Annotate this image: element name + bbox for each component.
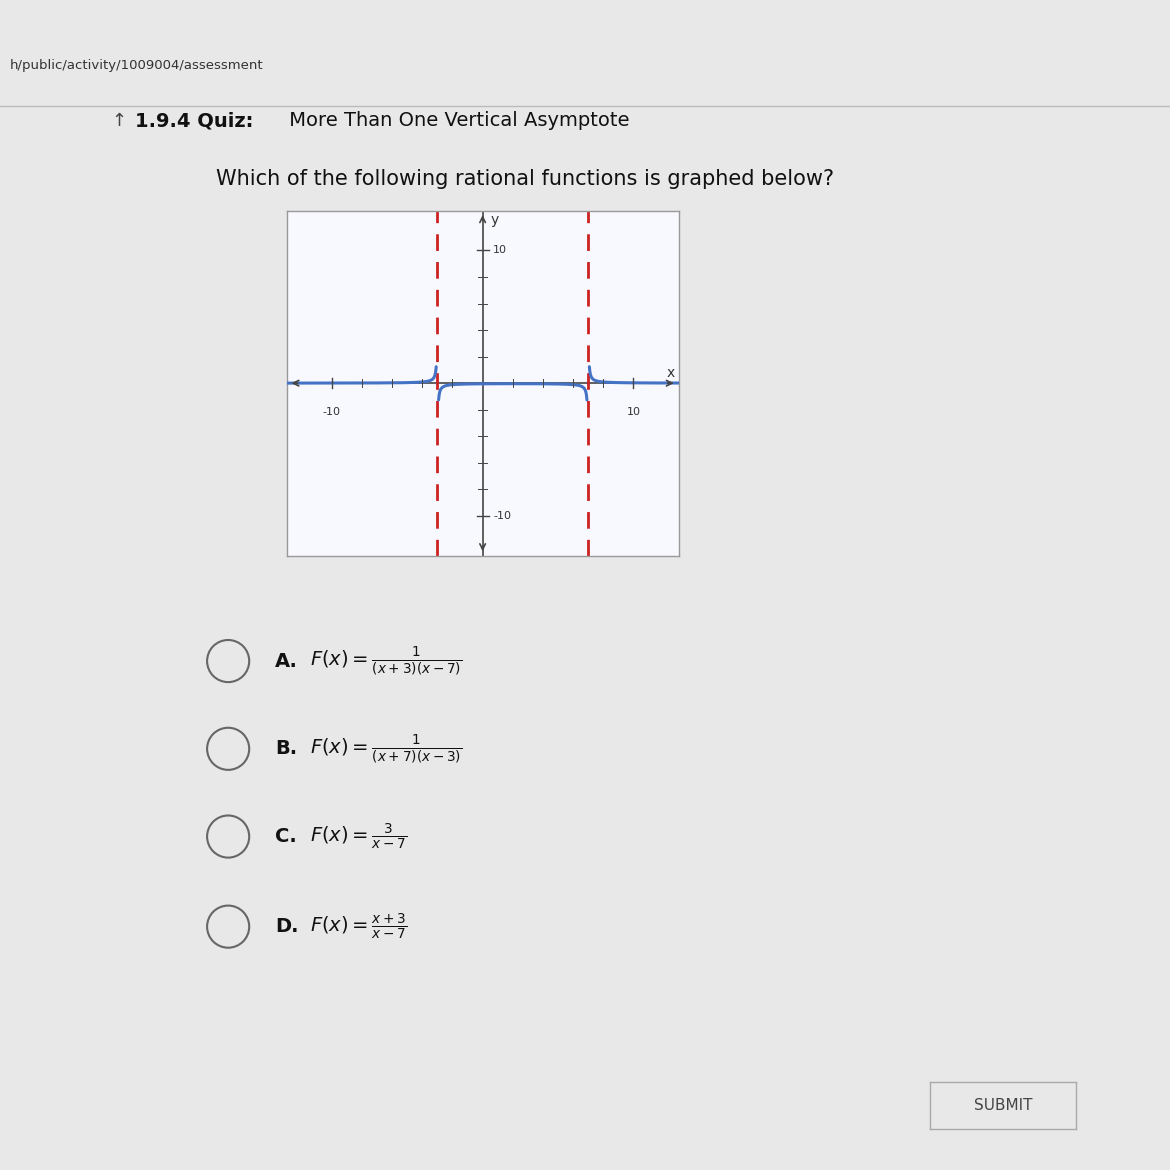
Text: SUBMIT: SUBMIT bbox=[975, 1099, 1033, 1113]
Text: C.: C. bbox=[275, 827, 297, 846]
Text: $F(x) = \frac{1}{(x+3)(x-7)}$: $F(x) = \frac{1}{(x+3)(x-7)}$ bbox=[310, 645, 462, 677]
Text: ↑: ↑ bbox=[111, 111, 126, 130]
Text: h/public/activity/1009004/assessment: h/public/activity/1009004/assessment bbox=[9, 58, 263, 73]
Text: $F(x) = \frac{3}{x-7}$: $F(x) = \frac{3}{x-7}$ bbox=[310, 821, 407, 852]
Text: 1.9.4 Quiz:: 1.9.4 Quiz: bbox=[135, 111, 253, 130]
Text: 10: 10 bbox=[494, 246, 507, 255]
Text: $F(x) = \frac{x+3}{x-7}$: $F(x) = \frac{x+3}{x-7}$ bbox=[310, 911, 407, 942]
Text: x: x bbox=[667, 365, 675, 379]
Text: More Than One Vertical Asymptote: More Than One Vertical Asymptote bbox=[283, 111, 629, 130]
Text: -10: -10 bbox=[494, 511, 511, 521]
Text: y: y bbox=[490, 213, 498, 227]
Text: -10: -10 bbox=[323, 407, 340, 417]
Text: Which of the following rational functions is graphed below?: Which of the following rational function… bbox=[216, 168, 834, 190]
Text: $F(x) = \frac{1}{(x+7)(x-3)}$: $F(x) = \frac{1}{(x+7)(x-3)}$ bbox=[310, 732, 462, 765]
Text: A.: A. bbox=[275, 652, 298, 670]
Text: 10: 10 bbox=[626, 407, 640, 417]
Text: B.: B. bbox=[275, 739, 297, 758]
Text: D.: D. bbox=[275, 917, 298, 936]
